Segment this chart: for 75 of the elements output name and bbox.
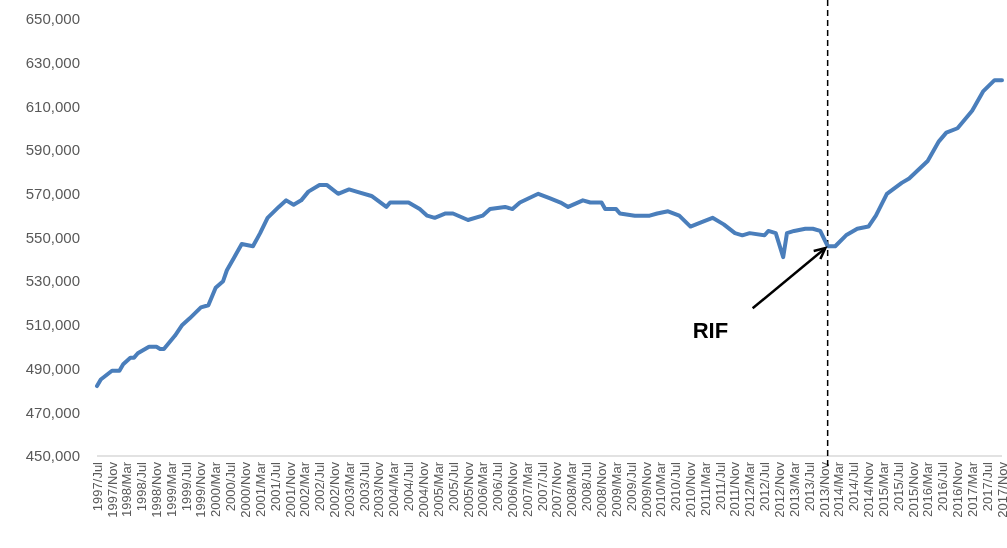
x-tick-label: 2005/Jul	[445, 461, 461, 512]
x-tick-label: 2004/Nov	[416, 461, 432, 518]
x-tick-label: 2012/Nov	[772, 461, 788, 518]
y-tick-label: 470,000	[25, 403, 80, 421]
x-tick-label: 2009/Mar	[608, 461, 624, 517]
x-tick-label: 2006/Mar	[475, 461, 491, 517]
y-tick-label: 550,000	[25, 228, 80, 246]
x-tick-label: 1998/Mar	[119, 461, 135, 517]
x-tick-label: 2010/Jul	[668, 461, 684, 512]
x-tick-label: 2000/Nov	[238, 461, 254, 518]
y-tick-label: 610,000	[25, 97, 80, 115]
x-tick-label: 2015/Mar	[875, 461, 891, 517]
x-tick-label: 2016/Jul	[935, 461, 951, 512]
x-tick-label: 2004/Mar	[386, 461, 402, 517]
x-tick-label: 2010/Nov	[683, 461, 699, 518]
line-series	[95, 78, 1004, 389]
x-tick-label: 2005/Mar	[430, 461, 446, 517]
x-tick-label: 2003/Mar	[341, 461, 357, 517]
y-tick-label: 490,000	[25, 359, 80, 377]
x-tick-label: 2003/Jul	[356, 461, 372, 512]
x-tick-label: 2012/Mar	[742, 461, 758, 517]
x-tick-label: 2009/Jul	[623, 461, 639, 512]
x-tick-label: 2015/Nov	[905, 461, 921, 518]
y-tick-label: 570,000	[25, 185, 80, 203]
x-tick-label: 2008/Nov	[594, 461, 610, 518]
x-tick-label: 2000/Mar	[208, 461, 224, 517]
x-tick-label: 2006/Nov	[505, 461, 521, 518]
x-tick-label: 2014/Nov	[861, 461, 877, 518]
y-tick-label: 510,000	[25, 316, 80, 334]
x-tick-label: 2008/Mar	[564, 461, 580, 517]
x-tick-label: 2002/Nov	[327, 461, 343, 518]
x-tick-label: 2001/Jul	[267, 461, 283, 512]
x-tick-label: 2013/Jul	[801, 461, 817, 512]
x-tick-label: 2004/Jul	[401, 461, 417, 512]
x-tick-label: 2015/Jul	[890, 461, 906, 512]
x-tick-label: 2007/Jul	[534, 461, 550, 512]
x-tick-label: 2010/Mar	[653, 461, 669, 517]
annotation: RIF	[692, 318, 729, 344]
x-tick-label: 2000/Jul	[223, 461, 239, 512]
x-tick-label: 2003/Nov	[371, 461, 387, 518]
x-tick-label: 2012/Jul	[757, 461, 773, 512]
x-tick-label: 1999/Nov	[193, 461, 209, 518]
x-tick-label: 2011/Jul	[712, 461, 728, 511]
y-tick-label: 630,000	[25, 53, 80, 71]
y-tick-label: 650,000	[25, 10, 80, 28]
x-tick-label: 2014/Jul	[846, 461, 862, 512]
x-tick-label: 2001/Mar	[252, 461, 268, 517]
x-tick-label: 2014/Mar	[831, 461, 847, 517]
y-tick-label: 530,000	[25, 272, 80, 290]
x-tick-label: 2011/Nov	[727, 461, 743, 517]
x-tick-label: 2011/Mar	[697, 461, 713, 516]
x-tick-label: 1997/Jul	[89, 461, 105, 512]
x-tick-label: 2017/Nov	[994, 461, 1007, 518]
y-tick-label: 590,000	[25, 141, 80, 159]
x-tick-label: 2013/Nov	[816, 461, 832, 518]
x-tick-label: 2008/Jul	[579, 461, 595, 512]
x-tick-label: 2007/Mar	[519, 461, 535, 517]
x-tick-label: 2009/Nov	[638, 461, 654, 518]
x-tick-label: 2017/Jul	[979, 461, 995, 512]
x-tick-label: 2017/Mar	[964, 461, 980, 517]
x-tick-label: 1999/Jul	[178, 461, 194, 512]
x-tick-label: 1998/Nov	[149, 461, 165, 518]
y-tick-label: 450,000	[25, 447, 80, 465]
x-tick-label: 2013/Mar	[786, 461, 802, 517]
x-tick-label: 2002/Mar	[297, 461, 313, 517]
x-tick-label: 1997/Nov	[104, 461, 120, 518]
x-tick-label: 1999/Mar	[163, 461, 179, 517]
x-tick-label: 1998/Jul	[134, 461, 150, 512]
x-tick-label: 2005/Nov	[460, 461, 476, 518]
x-tick-label: 2006/Jul	[490, 461, 506, 512]
x-tick-label: 2016/Mar	[920, 461, 936, 517]
x-tick-label: 2007/Nov	[549, 461, 565, 518]
x-tick-label: 2002/Jul	[312, 461, 328, 512]
x-tick-label: 2001/Nov	[282, 461, 298, 518]
x-tick-label: 2016/Nov	[950, 461, 966, 518]
